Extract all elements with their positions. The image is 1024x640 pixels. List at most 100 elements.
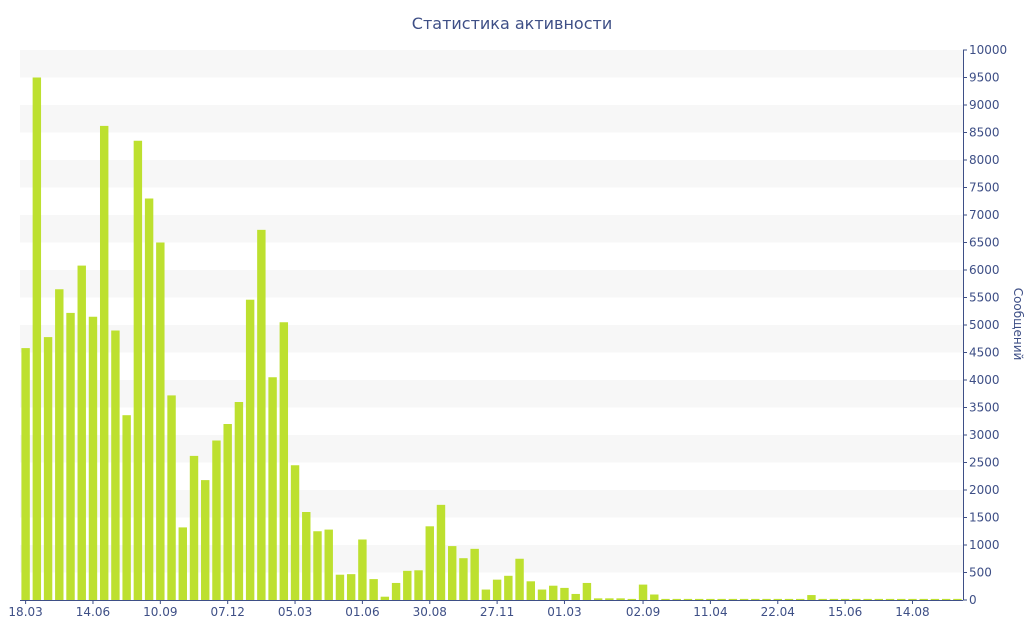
bar bbox=[773, 598, 782, 600]
x-tick-label: 14.06 bbox=[76, 605, 110, 619]
bar bbox=[638, 584, 648, 600]
bar bbox=[537, 589, 547, 600]
bar bbox=[111, 330, 120, 600]
y-tick-label: 6000 bbox=[969, 263, 1000, 277]
bar bbox=[403, 570, 412, 600]
grid-bands bbox=[20, 50, 963, 573]
y-tick-label: 0 bbox=[969, 593, 977, 607]
bar bbox=[549, 585, 558, 600]
x-tick-label: 14.08 bbox=[895, 605, 929, 619]
y-axis: 0 500 1000 1500 2000 2500 3000 3500 4000 4500 5000… bbox=[963, 43, 1007, 607]
bar bbox=[212, 440, 221, 600]
bar bbox=[593, 598, 603, 600]
x-tick-label: 22.04 bbox=[761, 605, 795, 619]
bar bbox=[650, 594, 659, 600]
x-tick-label: 02.09 bbox=[626, 605, 660, 619]
bar bbox=[784, 598, 794, 600]
bar bbox=[178, 527, 187, 600]
bar bbox=[863, 598, 872, 600]
bar bbox=[268, 377, 277, 600]
grid-band bbox=[20, 380, 963, 408]
grid-band bbox=[20, 215, 963, 243]
y-tick-label: 7000 bbox=[969, 208, 1000, 222]
x-tick-label: 01.06 bbox=[345, 605, 379, 619]
bar bbox=[391, 582, 401, 600]
bar bbox=[358, 539, 367, 600]
bar bbox=[290, 465, 300, 600]
y-tick-label: 1000 bbox=[969, 538, 1000, 552]
x-tick-label: 18.03 bbox=[8, 605, 42, 619]
x-tick-label: 01.03 bbox=[547, 605, 581, 619]
y-tick-label: 4500 bbox=[969, 346, 1000, 360]
x-axis: 18.03 14.06 10.09 07.12 05.03 01.06 30.08 27.11… bbox=[8, 600, 963, 619]
bar bbox=[661, 598, 670, 600]
bar bbox=[717, 598, 726, 600]
bar bbox=[751, 598, 760, 600]
bar bbox=[953, 598, 962, 600]
y-tick-label: 7500 bbox=[969, 181, 1000, 195]
bar bbox=[448, 546, 457, 600]
y-tick-label: 500 bbox=[969, 566, 992, 580]
bar bbox=[369, 579, 378, 600]
bar bbox=[762, 598, 771, 600]
bar bbox=[874, 598, 884, 600]
bar bbox=[807, 595, 816, 600]
bar bbox=[930, 598, 940, 600]
y-tick-label: 8000 bbox=[969, 153, 1000, 167]
bars bbox=[21, 77, 962, 601]
bar bbox=[88, 316, 98, 600]
y-tick-label: 2000 bbox=[969, 483, 1000, 497]
y-tick-label: 9500 bbox=[969, 71, 1000, 85]
grid-band bbox=[20, 105, 963, 133]
grid-band bbox=[20, 50, 963, 78]
bar bbox=[43, 337, 53, 600]
y-tick-label: 4000 bbox=[969, 373, 1000, 387]
bar bbox=[492, 579, 502, 600]
bar bbox=[425, 526, 434, 600]
grid-band bbox=[20, 325, 963, 353]
chart-title: Статистика активности bbox=[411, 14, 613, 33]
bar bbox=[829, 598, 839, 600]
x-tick-label: 27.11 bbox=[480, 605, 514, 619]
bar bbox=[526, 581, 535, 600]
bar bbox=[627, 598, 637, 600]
x-tick-label: 10.09 bbox=[143, 605, 177, 619]
x-tick-label: 15.06 bbox=[828, 605, 862, 619]
bar bbox=[908, 598, 917, 600]
bar bbox=[257, 229, 266, 600]
y-tick-label: 1500 bbox=[969, 511, 1000, 525]
y-tick-label: 10000 bbox=[969, 43, 1007, 57]
bar bbox=[560, 587, 569, 600]
bar bbox=[144, 198, 154, 600]
bar bbox=[706, 598, 715, 600]
bar bbox=[481, 589, 491, 600]
bar bbox=[728, 598, 738, 600]
grid-band bbox=[20, 490, 963, 518]
bar bbox=[21, 348, 30, 600]
grid-band bbox=[20, 270, 963, 298]
bar bbox=[818, 598, 827, 600]
grid-band bbox=[20, 435, 963, 463]
y-tick-label: 5000 bbox=[969, 318, 1000, 332]
bar bbox=[201, 480, 210, 600]
bar bbox=[919, 598, 928, 600]
grid-band bbox=[20, 160, 963, 188]
y-tick-label: 3000 bbox=[969, 428, 1000, 442]
bar bbox=[99, 125, 109, 601]
bar bbox=[616, 598, 625, 600]
bar bbox=[459, 558, 468, 600]
bar bbox=[796, 598, 805, 600]
bar bbox=[32, 77, 42, 600]
bar bbox=[380, 596, 390, 600]
x-tick-label: 30.08 bbox=[413, 605, 447, 619]
bar bbox=[436, 504, 446, 600]
bar bbox=[897, 598, 906, 600]
bar bbox=[189, 455, 199, 600]
y-tick-label: 2500 bbox=[969, 456, 1000, 470]
bar bbox=[245, 299, 255, 600]
bar bbox=[77, 265, 86, 600]
bar bbox=[515, 558, 524, 600]
bar bbox=[941, 598, 951, 600]
y-axis-label: Сообщений bbox=[1011, 288, 1024, 361]
